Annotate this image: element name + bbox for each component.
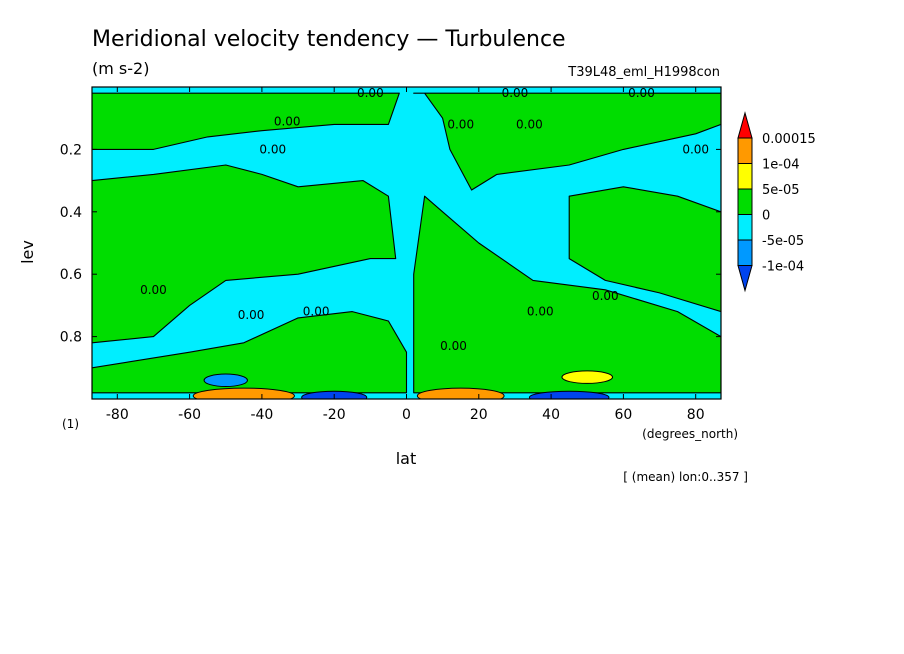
- x-tick-label: 0: [402, 407, 411, 423]
- contour-label: 0.00: [592, 289, 619, 303]
- region-north-yellow: [561, 370, 614, 384]
- legend-swatch: [737, 239, 753, 266]
- legend-swatch: [737, 137, 753, 164]
- contour-label: 0.00: [527, 305, 554, 319]
- experiment-label: T39L48_eml_H1998con: [567, 65, 720, 80]
- region-south-orange: [192, 387, 295, 399]
- contour-label: 0.00: [516, 117, 543, 131]
- contour-label: 0.00: [238, 308, 265, 322]
- legend-label: 0.00015: [762, 132, 816, 147]
- legend-label: 0: [762, 209, 770, 224]
- region-sh-wide-band: [92, 164, 397, 344]
- y-tick-label: 0.8: [60, 330, 82, 346]
- contour-label: 0.00: [303, 305, 330, 319]
- chart-title: Meridional velocity tendency — Turbulenc…: [92, 27, 566, 52]
- contour-label: 0.00: [274, 114, 301, 128]
- contour-label: 0.00: [440, 339, 467, 353]
- x-tick-label: 40: [542, 407, 560, 423]
- x-tick-label: -40: [250, 407, 273, 423]
- footnote: [ (mean) lon:0..357 ]: [623, 470, 748, 484]
- legend-label: -5e-05: [762, 234, 804, 249]
- x-tick-label: 80: [687, 407, 705, 423]
- y-axis-label: lev: [18, 240, 37, 264]
- contour-label: 0.00: [140, 283, 167, 297]
- contour-label: 0.00: [628, 86, 655, 100]
- region-north-orange: [416, 387, 505, 399]
- x-axis-label: lat: [396, 449, 417, 468]
- x-tick-label: 60: [614, 407, 632, 423]
- x-tick-label: -60: [178, 407, 201, 423]
- legend-swatch: [737, 111, 753, 139]
- y-tick-label: 0.2: [60, 142, 82, 158]
- y-axis-ticks: 0.2 0.4 0.6 0.8: [60, 142, 721, 346]
- y-tick-label: 0.6: [60, 267, 82, 283]
- legend-label: 1e-04: [762, 158, 800, 173]
- legend-swatch: [737, 163, 753, 190]
- contour-label: 0.00: [447, 117, 474, 131]
- y-units-label: (1): [62, 417, 79, 431]
- y-tick-label: 0.4: [60, 205, 82, 221]
- legend-swatch: [737, 188, 753, 215]
- legend-label: -1e-04: [762, 260, 804, 275]
- region-central-column: [413, 195, 721, 394]
- region-east-patch: [568, 186, 721, 313]
- legend-label: 5e-05: [762, 183, 800, 198]
- legend-swatch: [737, 214, 753, 241]
- contour-plot-area: 0.00 0.00 0.00 0.00 0.00 0.00 0.00 0.00 0.00 0.00…: [91, 86, 722, 400]
- contour-label: 0.00: [357, 86, 384, 100]
- x-tick-label: -20: [323, 407, 346, 423]
- chart-units: (m s-2): [92, 59, 149, 78]
- region-tropical-wedge: [413, 92, 721, 191]
- legend-swatch: [737, 265, 753, 293]
- x-tick-label: 20: [470, 407, 488, 423]
- x-units-label: (degrees_north): [642, 427, 738, 441]
- x-axis-ticks: -80 -60 -40 -20 0 20 40 60 80: [106, 87, 705, 423]
- contour-label: 0.00: [259, 142, 286, 156]
- color-legend: 0.00015 1e-04 5e-05 0 -5e-05 -1e-04: [737, 111, 816, 293]
- contour-label: 0.00: [682, 142, 709, 156]
- region-nh-upper-band: [92, 92, 400, 150]
- region-north-blue-core: [528, 390, 610, 399]
- x-tick-label: -80: [106, 407, 129, 423]
- region-south-blue-mid: [203, 373, 248, 388]
- contour-label: 0.00: [502, 86, 529, 100]
